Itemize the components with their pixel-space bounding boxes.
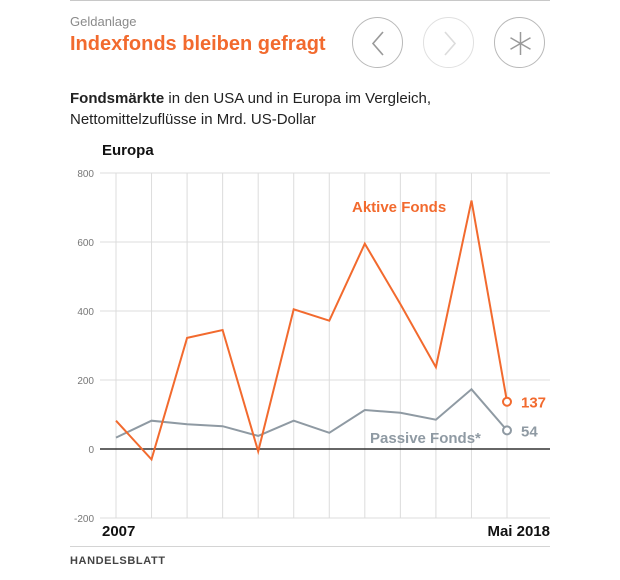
series-label-aktive-fonds: Aktive Fonds <box>352 199 446 216</box>
y-tick-label: 800 <box>77 169 94 180</box>
end-point-marker <box>502 425 512 436</box>
x-tick-label: Mai 2018 <box>487 523 550 540</box>
y-tick-label: 0 <box>88 445 94 456</box>
bottom-divider <box>70 546 550 547</box>
y-tick-label: -200 <box>74 514 94 525</box>
subtitle-bold: Fondsmärkte <box>70 90 165 107</box>
prev-button[interactable] <box>352 17 403 68</box>
end-point-marker <box>502 396 512 407</box>
page-title: Indexfonds bleiben gefragt <box>70 33 326 55</box>
series-line-passive-fonds <box>115 387 508 439</box>
end-value-label: 54 <box>521 423 538 440</box>
chart-subtitle: Fondsmärkte in den USA und in Europa im … <box>70 88 550 130</box>
source-label: HANDELSBLATT <box>70 555 166 567</box>
top-divider <box>70 0 550 1</box>
y-tick-label: 200 <box>77 376 94 387</box>
next-button[interactable] <box>423 17 474 68</box>
chevron-right-icon <box>444 31 457 56</box>
end-value-label: 137 <box>521 395 546 412</box>
kicker: Geldanlage <box>70 14 137 29</box>
y-tick-label: 400 <box>77 307 94 318</box>
x-tick-label: 2007 <box>102 523 135 540</box>
chart-title: Europa <box>102 142 154 159</box>
chevron-left-icon <box>371 31 384 56</box>
series-line-aktive-fonds <box>115 200 508 462</box>
series-label-passive-fonds: Passive Fonds* <box>370 430 481 447</box>
asterisk-icon <box>510 32 531 55</box>
share-button[interactable] <box>494 17 545 68</box>
subtitle-text: in den USA und in Europa im Vergleich, N… <box>70 90 432 128</box>
y-tick-label: 600 <box>77 238 94 249</box>
